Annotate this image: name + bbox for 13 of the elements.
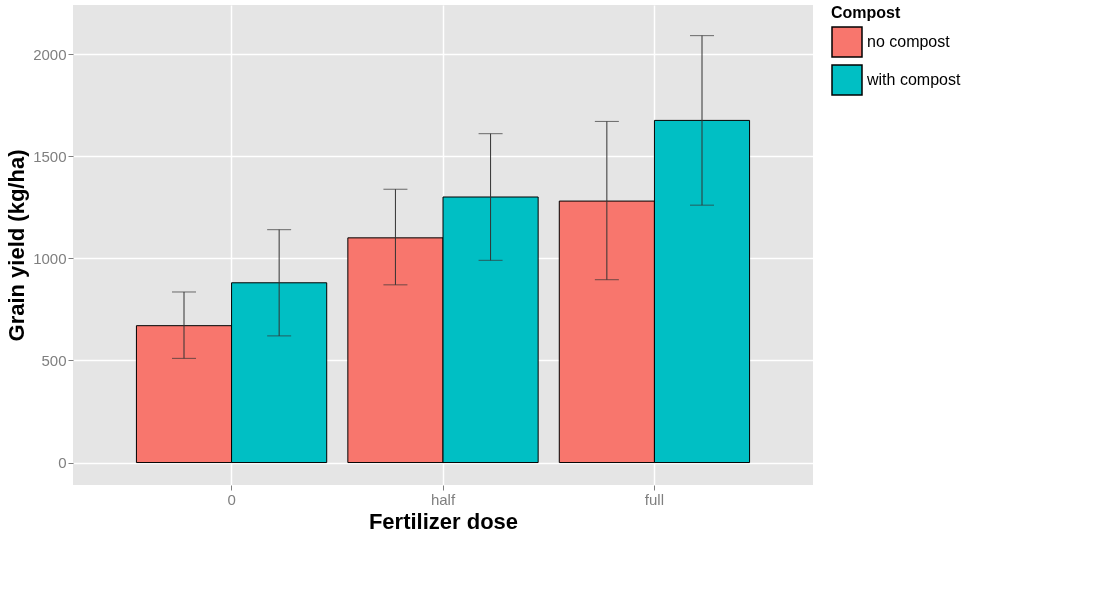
x-tick-label: 0 [227,490,236,508]
y-axis-title: Grain yield (kg/ha) [4,149,30,342]
x-tick-label: half [430,490,456,508]
y-tick-label: 2000 [33,45,67,63]
y-tick-label: 0 [58,454,67,472]
y-tick-label: 500 [41,351,67,369]
legend-title: Compost [831,4,901,21]
x-axis-title: Fertilizer dose [368,508,519,534]
y-tick-label: 1500 [33,147,67,165]
x-tick-label: full [644,490,665,508]
legend-label: no compost [867,33,951,50]
y-tick-label: 1000 [33,249,67,267]
legend-label: with compost [866,71,961,88]
